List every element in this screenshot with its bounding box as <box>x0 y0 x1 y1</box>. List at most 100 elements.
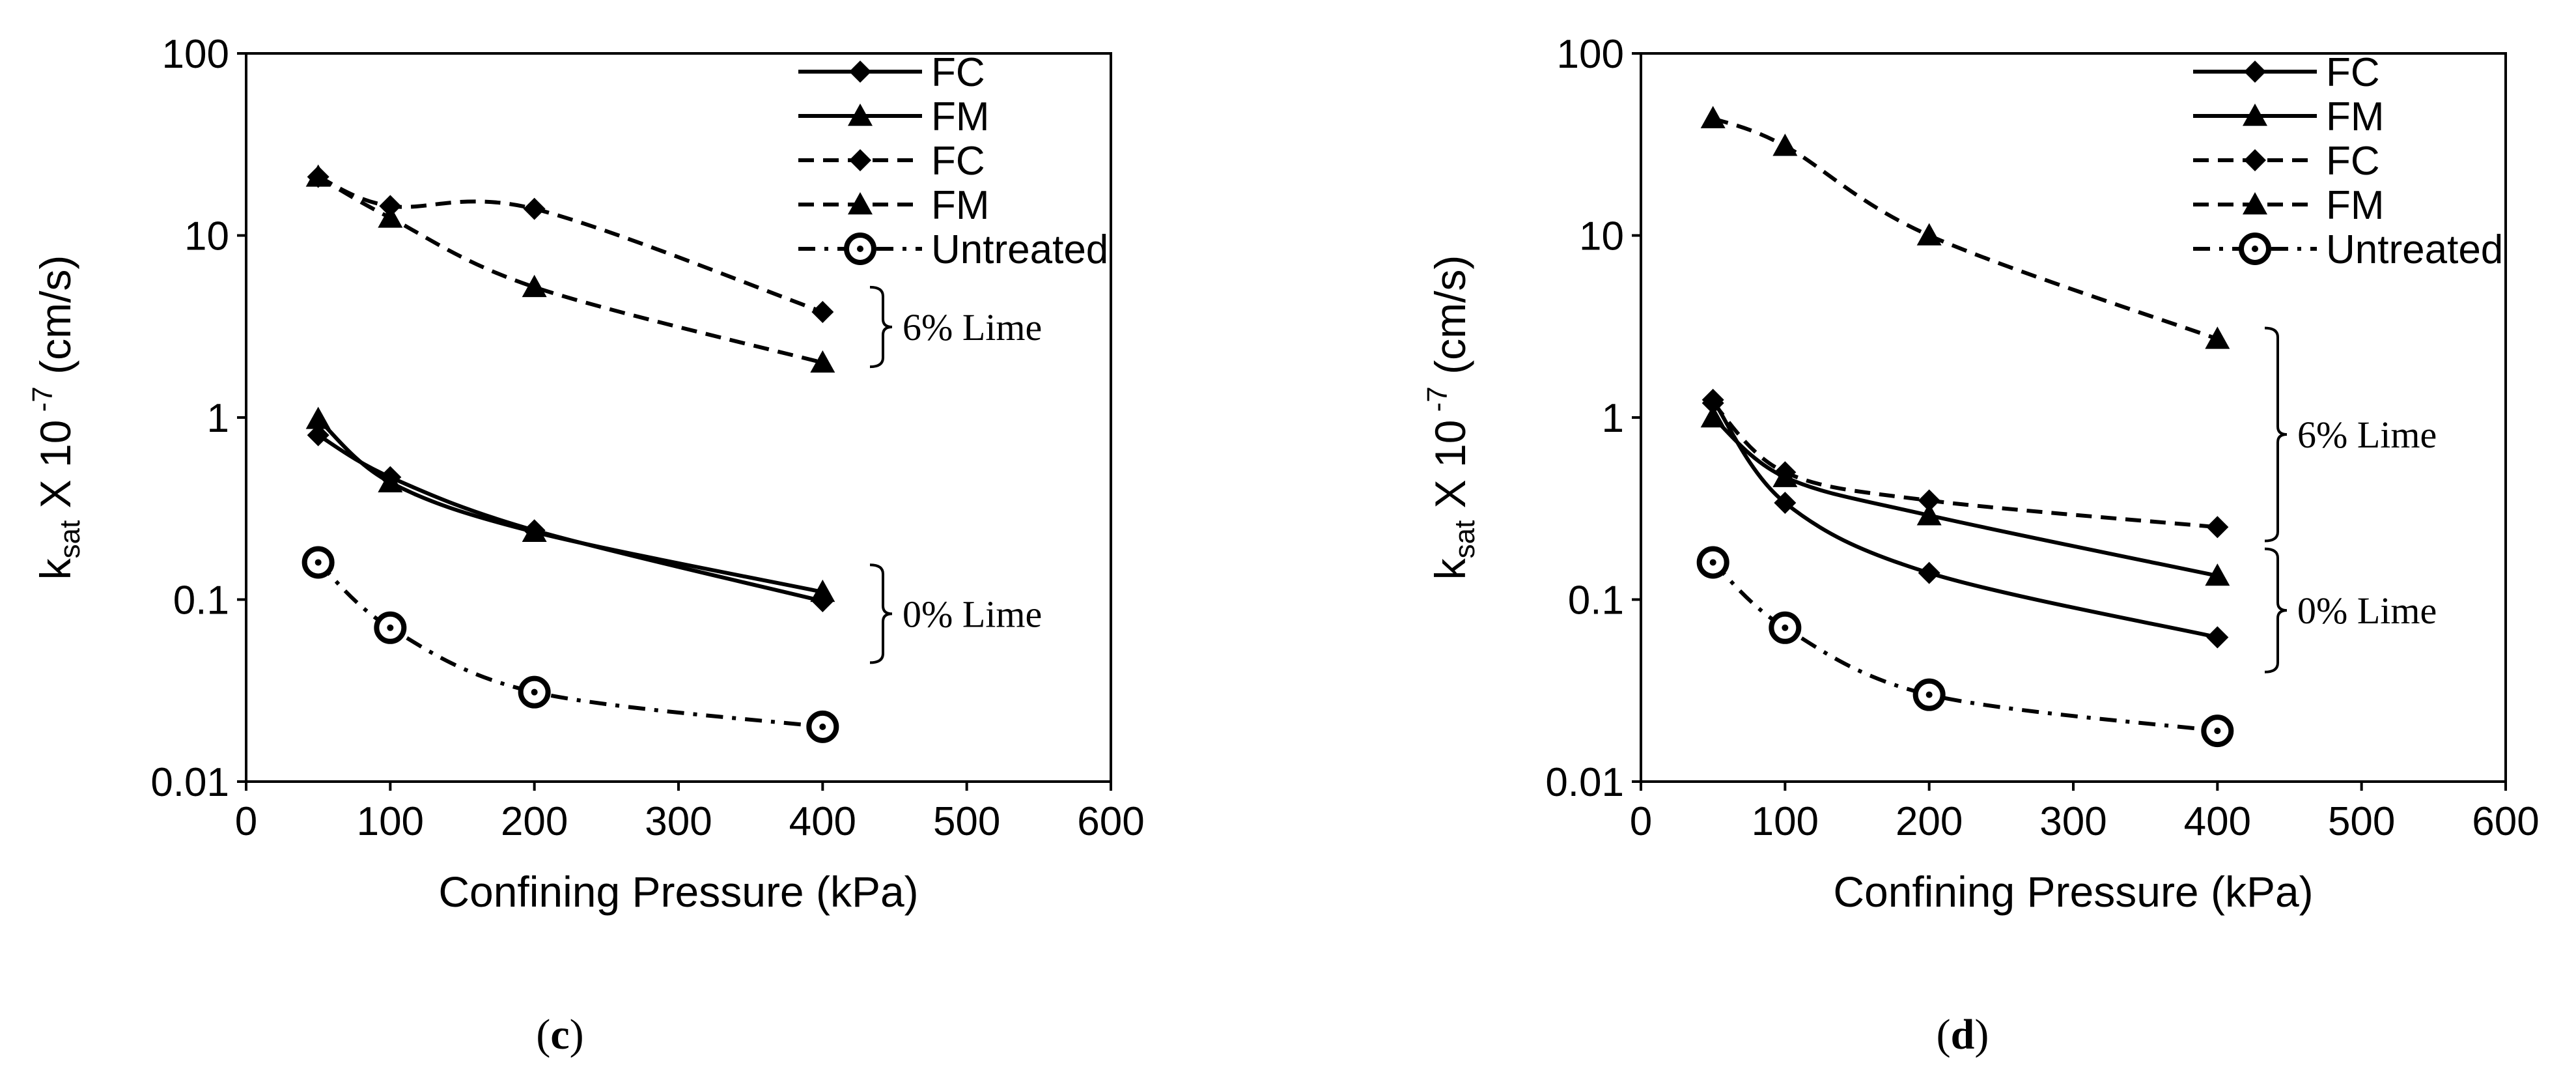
y-tick-label: 10 <box>1579 214 1624 259</box>
x-tick-label: 0 <box>1630 799 1652 844</box>
bracket-annotation: 6% Lime <box>2264 326 2437 543</box>
x-tick-label: 200 <box>501 799 568 844</box>
y-tick-label: 10 <box>184 214 229 259</box>
circle-marker-dot <box>387 624 394 631</box>
series-line <box>317 175 824 365</box>
legend-item: FC <box>2193 50 2380 95</box>
chart-panel-1: 0 100 200 300 400 500 600 0.01 0.1 1 10 100 Confinin… <box>27 32 1145 1058</box>
series-fm-solid <box>1700 405 2230 586</box>
bracket-label: 0% Lime <box>2297 589 2437 632</box>
series-line <box>1711 399 2218 640</box>
triangle-marker <box>1916 503 1942 526</box>
triangle-marker <box>378 470 403 492</box>
y-label-sup: -7 <box>27 386 59 419</box>
diamond-marker <box>2206 516 2229 539</box>
diamond-marker <box>1774 491 1797 514</box>
x-tick-label: 300 <box>645 799 712 844</box>
diamond-marker <box>1774 461 1797 484</box>
circle-marker <box>518 675 551 709</box>
triangle-marker <box>1772 134 1798 156</box>
x-tick-label: 300 <box>2039 799 2107 844</box>
circle-marker-dot <box>531 688 538 696</box>
legend-item: FM <box>2193 94 2385 139</box>
bracket-label: 6% Lime <box>903 306 1042 348</box>
circle-marker <box>806 710 839 743</box>
x-tick-label: 100 <box>1752 799 1819 844</box>
legend-triangle-marker <box>848 192 873 215</box>
circle-marker-dot <box>2214 728 2221 735</box>
bracket-shape <box>869 285 893 369</box>
series-line <box>1711 416 2218 578</box>
legend-diamond-marker <box>849 149 871 171</box>
legend-item: FM <box>798 94 990 139</box>
diamond-marker <box>1701 391 1724 414</box>
legend-label: FC <box>2326 50 2380 95</box>
triangle-marker <box>378 205 403 228</box>
y-axis-label: ksat X 10 -7 (cm/s) <box>1421 255 1481 580</box>
series-line <box>1712 116 2219 341</box>
y-tick-label: 100 <box>1557 32 1624 77</box>
legend-diamond-marker <box>2244 149 2266 171</box>
x-tick-label: 200 <box>1896 799 1963 844</box>
diamond-marker <box>811 300 834 323</box>
y-axis: 0.01 0.1 1 10 100 <box>150 32 246 805</box>
y-tick-label: 1 <box>1602 396 1624 441</box>
y-tick-label: 1 <box>207 396 229 441</box>
legend-label: FC <box>2326 139 2380 184</box>
x-tick-label: 400 <box>789 799 856 844</box>
panel-label-close: ) <box>1974 1011 1989 1058</box>
legend-triangle-marker <box>2243 192 2267 215</box>
legend-item: FM <box>2193 183 2385 228</box>
y-label-unit: (cm/s) <box>31 255 79 387</box>
x-tick-label: 600 <box>1077 799 1144 844</box>
bracket-annotation: 6% Lime <box>869 285 1042 369</box>
legend-circle-marker-dot <box>857 246 863 252</box>
circle-marker <box>301 546 335 579</box>
legend-label: Untreated <box>931 227 1108 272</box>
series-line <box>1711 401 2218 530</box>
y-label-sup: -7 <box>1421 386 1453 419</box>
y-label-k: k <box>31 558 79 580</box>
x-axis-label: Confining Pressure (kPa) <box>1833 868 2313 916</box>
bracket-annotation: 0% Lime <box>869 563 1042 664</box>
chart-panel-2: 0 100 200 300 400 500 600 0.01 0.1 1 10 100 Confinin… <box>1421 32 2540 1058</box>
y-tick-label: 0.01 <box>150 760 229 805</box>
bracket-label: 0% Lime <box>903 593 1042 635</box>
triangle-marker <box>1700 106 1726 128</box>
x-tick-label: 500 <box>2328 799 2395 844</box>
legend-label: FM <box>2326 94 2385 139</box>
legend-item: Untreated <box>2193 227 2503 272</box>
circle-marker-dot <box>1782 624 1789 631</box>
circle-marker <box>374 611 407 644</box>
triangle-marker <box>305 164 331 187</box>
circle-marker <box>1696 546 1729 579</box>
y-label-sub: sat <box>54 520 86 559</box>
y-tick-label: 0.1 <box>173 578 229 623</box>
triangle-marker <box>1700 405 1726 428</box>
series-line <box>317 175 824 314</box>
triangle-marker <box>810 579 835 602</box>
legend-label: FM <box>931 183 990 228</box>
series-untreated-dashdot <box>1696 546 2234 748</box>
diamond-marker <box>1918 561 1940 584</box>
series-fc-dashed <box>1701 391 2229 539</box>
triangle-marker <box>522 519 547 542</box>
circle-marker-dot <box>819 723 826 730</box>
series-line <box>1711 561 2218 733</box>
legend-item: Untreated <box>798 227 1108 272</box>
legend-label: FC <box>931 139 985 184</box>
y-tick-label: 0.1 <box>1568 578 1624 623</box>
bracket-shape <box>869 563 893 664</box>
x-tick-label: 0 <box>235 799 257 844</box>
panel-label-letter: d <box>1951 1011 1975 1058</box>
x-tick-label: 500 <box>933 799 1000 844</box>
x-tick-label: 400 <box>2184 799 2251 844</box>
circle-marker-dot <box>1925 691 1933 698</box>
panel-label: (d) <box>1937 1011 1989 1058</box>
y-axis-label: ksat X 10 -7 (cm/s) <box>27 255 86 580</box>
circle-marker-dot <box>315 559 322 566</box>
triangle-marker <box>810 350 835 373</box>
